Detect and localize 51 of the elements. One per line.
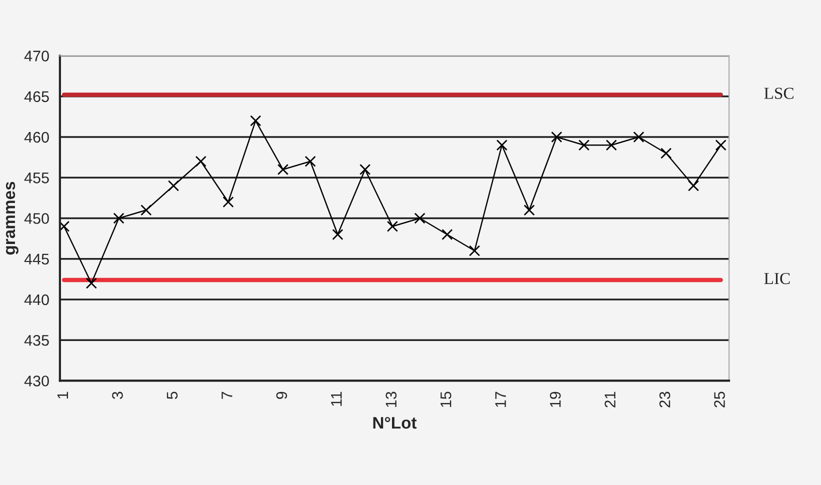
point: [195, 156, 206, 167]
point: [250, 115, 262, 126]
point: [633, 131, 644, 143]
x-tick-label: 17: [495, 392, 506, 407]
point: [660, 148, 672, 159]
x-tick-label: 21: [604, 392, 616, 408]
point: [386, 220, 398, 232]
point: [60, 220, 70, 232]
y-tick-label: 455: [24, 172, 49, 184]
point: [360, 164, 371, 176]
x-tick-label: 3: [112, 392, 123, 400]
x-tick-label: 13: [386, 392, 397, 407]
x-tick-label: 9: [276, 392, 288, 399]
y-tick-label: 460: [24, 132, 49, 143]
y-tick-label: 470: [24, 50, 49, 62]
point: [332, 228, 344, 240]
y-tick-label: 430: [24, 376, 49, 386]
point: [442, 228, 453, 240]
point: [113, 212, 124, 224]
point: [140, 204, 152, 216]
x-tick-label: 1: [57, 392, 68, 398]
y-tick-label: 440: [24, 294, 49, 306]
x-tick-label: 25: [714, 392, 725, 408]
y-tick-label: 465: [24, 91, 49, 102]
point: [468, 245, 480, 256]
point: [524, 204, 535, 216]
x-tick-label: 11: [331, 392, 342, 406]
y-axis-title: grammes: [6, 182, 18, 255]
x-tick-label: 7: [222, 392, 232, 399]
point: [578, 140, 590, 151]
x-tick-label: 15: [440, 392, 452, 407]
x-axis-title: N°Lot: [373, 416, 417, 429]
ref-line-label: LSC: [764, 88, 794, 99]
point: [551, 131, 562, 143]
ref-line-label: LIC: [764, 272, 790, 284]
point: [414, 212, 426, 224]
y-tick-label: 450: [24, 213, 49, 224]
point: [168, 180, 180, 192]
point: [496, 140, 508, 151]
point: [304, 156, 316, 167]
x-tick-label: 5: [166, 392, 178, 400]
y-tick-label: 435: [24, 334, 49, 346]
point: [606, 140, 617, 151]
point: [277, 164, 289, 176]
point: [715, 140, 726, 151]
y-tick-label: 445: [24, 254, 49, 265]
point: [688, 180, 700, 192]
x-tick-label: 19: [550, 392, 561, 407]
point: [86, 278, 97, 289]
point: [222, 196, 234, 208]
x-tick-label: 23: [659, 392, 670, 408]
